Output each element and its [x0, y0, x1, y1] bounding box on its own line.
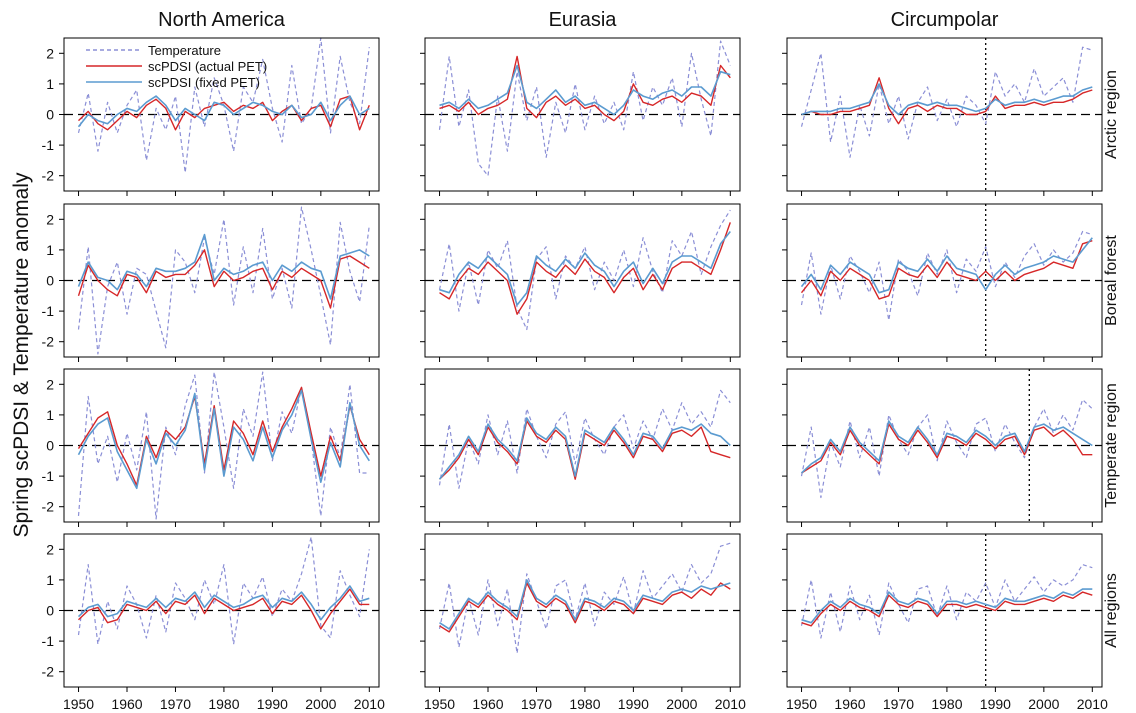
x-tick-label: 1980: [569, 696, 600, 712]
y-tick-label: -1: [42, 468, 55, 484]
y-tick-label: -1: [42, 633, 55, 649]
y-tick-label: 1: [46, 76, 54, 92]
series-line-fixed: [77, 585, 370, 621]
series-line-actual: [801, 423, 1093, 474]
legend-label-1: scPDSI (actual PET): [148, 59, 267, 74]
x-tick-label: 1990: [980, 696, 1011, 712]
series-line-temperature: [77, 206, 370, 355]
panel-eurasia-temperate-region: [420, 368, 741, 527]
x-tick-label: 1980: [208, 696, 239, 712]
x-tick-label: 2010: [1077, 696, 1108, 712]
series-line-temperature: [438, 209, 731, 331]
panel-circumpolar-boreal-forest: [782, 203, 1103, 362]
x-tick-label: 1990: [257, 696, 288, 712]
column-title-north-america: North America: [158, 9, 286, 31]
x-tick-label: 2000: [1028, 696, 1059, 712]
x-tick-label: 1950: [424, 696, 455, 712]
x-tick-label: 1950: [786, 696, 817, 712]
y-tick-label: 2: [46, 541, 54, 557]
x-tick-label: 2000: [305, 696, 336, 712]
series-line-temperature: [438, 389, 731, 489]
series-line-actual: [801, 77, 1093, 125]
panel-circumpolar-all-regions: 1950 1960 1970 1980 1990 2000 2010: [782, 533, 1108, 712]
series-line-fixed: [77, 389, 370, 490]
series-line-temperature: [800, 230, 1093, 321]
series-line-fixed: [800, 420, 1093, 474]
series-line-actual: [439, 582, 731, 633]
panel-eurasia-boreal-forest: [420, 203, 741, 362]
y-tick-label: 2: [46, 211, 54, 227]
y-tick-label: -1: [42, 137, 55, 153]
series-line-fixed: [801, 83, 1093, 116]
series-line-temperature: [800, 399, 1093, 499]
y-tick-label: 1: [46, 407, 54, 423]
y-tick-label: -2: [42, 168, 55, 184]
series-line-fixed: [439, 231, 731, 306]
x-tick-label: 2010: [354, 696, 385, 712]
x-tick-label: 1980: [931, 696, 962, 712]
panel-circumpolar-arctic-region: [782, 37, 1103, 196]
series-line-actual: [439, 222, 731, 315]
series-line-fixed: [77, 233, 370, 300]
x-tick-label: 1970: [160, 696, 191, 712]
series-line-temperature: [77, 536, 370, 645]
row-label-arctic-region: Arctic region: [1103, 70, 1120, 159]
y-tick-label: 0: [46, 438, 54, 454]
y-tick-label: 1: [46, 572, 54, 588]
y-tick-label: -2: [42, 499, 55, 515]
panel-north-america-all-regions: -2 -1 0 1 2 1950 1960 1970 1980 1990 2000 2010: [42, 533, 385, 712]
y-axis-label: Spring scPDSI & Temperature anomaly: [10, 172, 33, 537]
x-tick-label: 2000: [666, 696, 697, 712]
series-line-fixed: [438, 417, 731, 480]
x-tick-label: 1960: [472, 696, 503, 712]
y-tick-label: -1: [42, 303, 55, 319]
legend-label-2: scPDSI (fixed PET): [148, 75, 260, 90]
column-title-circumpolar: Circumpolar: [891, 9, 999, 31]
y-tick-label: -2: [42, 334, 55, 350]
row-label-boreal-forest: Boreal forest: [1103, 235, 1120, 326]
series-line-temperature: [438, 542, 731, 654]
series-line-fixed: [77, 95, 370, 128]
legend-label-0: Temperature: [148, 43, 221, 58]
series-line-actual: [800, 240, 1093, 300]
series-line-fixed: [439, 64, 731, 116]
y-tick-label: 0: [46, 273, 54, 289]
series-line-actual: [801, 591, 1093, 627]
series-line-fixed: [801, 588, 1093, 624]
panel-north-america-arctic-region: -2 -1 0 1 2: [42, 37, 380, 196]
series-line-actual: [77, 249, 370, 309]
panel-eurasia-arctic-region: [420, 37, 741, 196]
y-tick-label: 1: [46, 242, 54, 258]
x-tick-label: 1960: [111, 696, 142, 712]
panel-north-america-temperate-region: -2 -1 0 1 2: [42, 368, 380, 527]
series-line-actual: [78, 588, 370, 630]
panel-north-america-boreal-forest: -2 -1 0 1 2: [42, 203, 380, 362]
series-line-fixed: [439, 579, 731, 630]
panel-eurasia-all-regions: 1950 1960 1970 1980 1990 2000 2010: [420, 533, 746, 712]
x-tick-label: 2010: [715, 696, 746, 712]
series-line-temperature: [800, 563, 1093, 639]
y-tick-label: 2: [46, 376, 54, 392]
x-tick-label: 1950: [63, 696, 94, 712]
y-tick-label: -2: [42, 664, 55, 680]
series-line-actual: [78, 95, 370, 131]
series-line-actual: [77, 386, 370, 486]
column-title-eurasia: Eurasia: [549, 9, 618, 31]
panel-circumpolar-temperate-region: [782, 368, 1103, 527]
x-tick-label: 1970: [521, 696, 552, 712]
series-line-fixed: [800, 237, 1093, 294]
series-line-temperature: [800, 46, 1093, 158]
series-line-temperature: [438, 40, 731, 177]
y-tick-label: 0: [46, 603, 54, 619]
x-tick-label: 1990: [618, 696, 649, 712]
y-tick-label: 2: [46, 45, 54, 61]
row-label-temperate-region: Temperate region: [1103, 383, 1120, 508]
y-tick-label: 0: [46, 107, 54, 123]
x-tick-label: 1970: [883, 696, 914, 712]
series-line-actual: [439, 55, 731, 122]
x-tick-label: 1960: [834, 696, 865, 712]
row-label-all-regions: All regions: [1103, 573, 1120, 648]
